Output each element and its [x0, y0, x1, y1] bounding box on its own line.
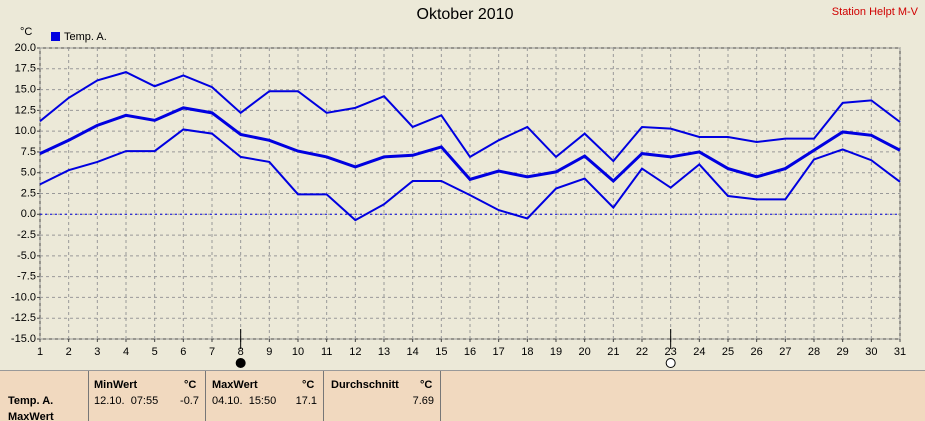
x-tick-label: 24	[693, 346, 705, 358]
x-tick-label: 20	[579, 346, 591, 358]
legend-label: Temp. A.	[64, 31, 107, 43]
y-tick-label: -12.5	[11, 312, 36, 324]
separator	[88, 371, 89, 421]
y-tick-label: 15.0	[15, 83, 36, 95]
x-tick-label: 6	[180, 346, 186, 358]
x-tick-label: 28	[808, 346, 820, 358]
x-tick-label: 30	[865, 346, 877, 358]
cell: 17.1	[295, 395, 317, 407]
summary-table: MinWert °C MaxWert °C Durchschnitt °C Te…	[0, 370, 925, 421]
y-tick-label: 5.0	[21, 167, 36, 179]
cell: 7.69	[412, 395, 434, 407]
x-tick-label: 7	[209, 346, 215, 358]
y-tick-label: 17.5	[15, 63, 36, 75]
header: MaxWert	[212, 379, 258, 391]
x-tick-label: 9	[266, 346, 272, 358]
y-tick-label: -5.0	[17, 250, 36, 262]
y-unit: °C	[20, 26, 32, 38]
x-tick-label: 11	[321, 346, 332, 358]
cell: -0.7	[180, 395, 199, 407]
x-tick-label: 5	[152, 346, 158, 358]
x-tick-label: 18	[521, 346, 533, 358]
separator	[323, 371, 324, 421]
x-tick-label: 3	[94, 346, 100, 358]
x-tick-label: 25	[722, 346, 734, 358]
x-tick-label: 27	[779, 346, 791, 358]
x-tick-label: 14	[407, 346, 419, 358]
cell: 04.10. 15:50	[212, 395, 277, 407]
line-series	[39, 71, 901, 163]
x-tick-label: 23	[665, 346, 677, 358]
chart-title: Oktober 2010	[417, 6, 514, 23]
y-tick-label: 7.5	[21, 146, 36, 158]
x-tick-label: 4	[123, 346, 129, 358]
x-tick-label: 16	[464, 346, 476, 358]
legend-swatch	[51, 32, 60, 41]
row-label: MaxWert	[8, 411, 54, 421]
moon-marker	[235, 358, 246, 368]
moon-marker	[665, 358, 676, 368]
y-tick-label: 2.5	[21, 187, 36, 199]
line-series	[39, 106, 901, 184]
x-tick-label: 22	[636, 346, 648, 358]
x-tick-label: 12	[349, 346, 361, 358]
chart: Oktober 2010 Station Helpt M-V °C -15.0 -…	[11, 6, 919, 368]
x-tick-label: 13	[378, 346, 390, 358]
x-tick-label: 26	[751, 346, 763, 358]
header: MinWert	[94, 379, 138, 391]
y-tick-label: -10.0	[11, 291, 36, 303]
header: °C	[302, 379, 315, 391]
x-tick-label: 29	[837, 346, 849, 358]
y-tick-label: -7.5	[17, 271, 36, 283]
y-tick-label: 20.0	[15, 42, 36, 54]
x-tick-label: 19	[550, 346, 562, 358]
y-tick-label: 10.0	[15, 125, 36, 137]
x-tick-label: 31	[894, 346, 906, 358]
x-tick-label: 21	[607, 346, 619, 358]
header: °C	[420, 379, 433, 391]
header: °C	[184, 379, 197, 391]
row-label: Temp. A.	[8, 395, 54, 407]
x-tick-label: 17	[493, 346, 505, 358]
y-tick-label: 0.0	[21, 208, 36, 220]
station-label: Station Helpt M-V	[832, 6, 919, 18]
line-series	[39, 128, 901, 222]
y-tick-label: -2.5	[17, 229, 36, 241]
header: Durchschnitt	[331, 379, 399, 391]
cell: 12.10. 07:55	[94, 395, 159, 407]
y-tick-label: -15.0	[11, 333, 36, 345]
separator	[440, 371, 441, 421]
y-tick-label: 12.5	[15, 104, 36, 116]
x-tick-label: 1	[37, 346, 43, 358]
separator	[205, 371, 206, 421]
x-tick-label: 8	[238, 346, 244, 358]
x-tick-label: 2	[66, 346, 72, 358]
x-tick-label: 15	[435, 346, 447, 358]
x-tick-label: 10	[292, 346, 304, 358]
